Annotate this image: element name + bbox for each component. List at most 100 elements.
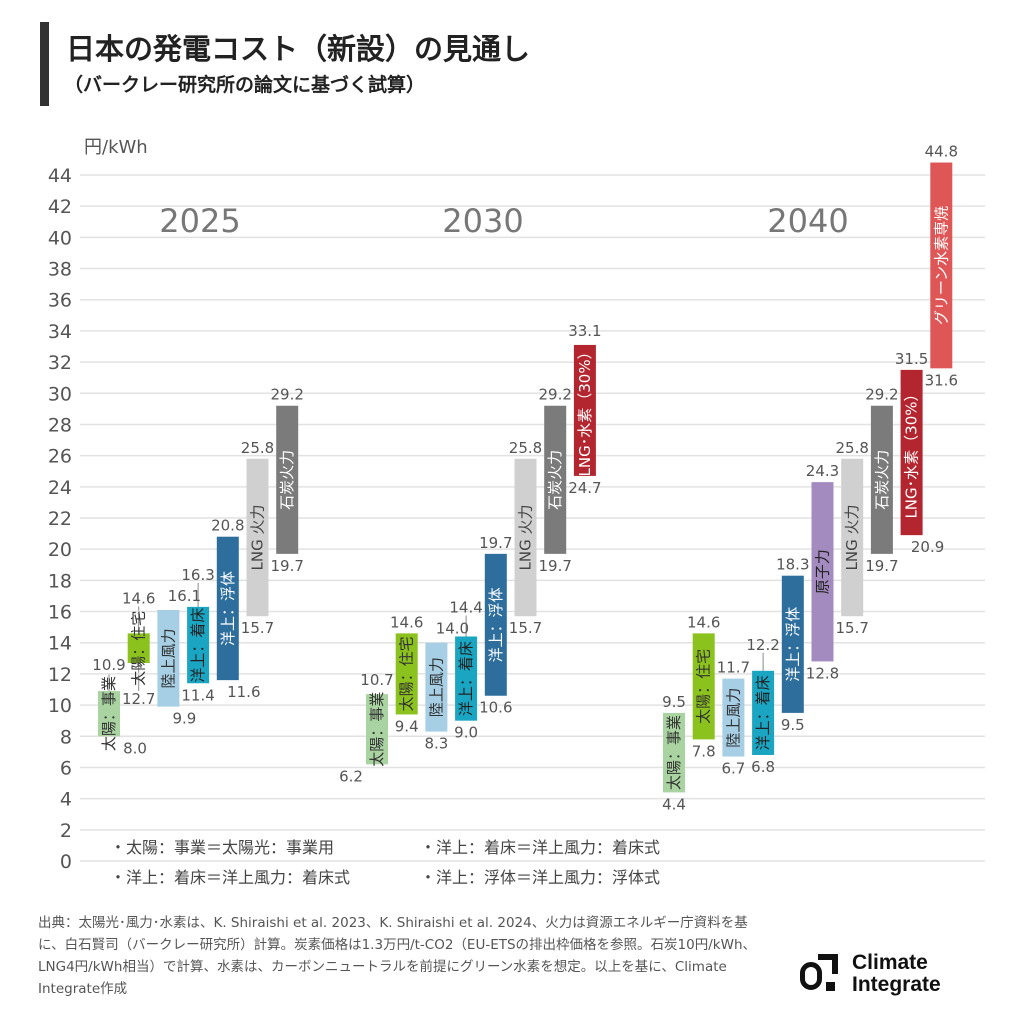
bar-label: LNG･水素（30%） xyxy=(576,344,594,476)
bar-label: 原子力 xyxy=(814,549,832,594)
y-tick-label: 34 xyxy=(48,321,72,343)
note: ・洋上：着床＝洋上風力：着床式 xyxy=(110,868,351,887)
title-accent-bar xyxy=(40,22,49,106)
high-value-label: 25.8 xyxy=(835,439,868,457)
high-value-label: 29.2 xyxy=(865,386,898,404)
low-value-label: 15.7 xyxy=(241,619,274,637)
note: ・洋上：着床＝洋上風力：着床式 xyxy=(420,838,661,857)
range-bar xyxy=(276,405,299,554)
note: ・洋上：浮体＝洋上風力：浮体式 xyxy=(420,868,661,887)
y-tick-label: 10 xyxy=(48,695,72,717)
y-tick-label: 18 xyxy=(48,570,72,592)
range-bar xyxy=(157,609,180,707)
range-bar xyxy=(366,694,388,765)
range-bar xyxy=(455,636,478,721)
low-value-label: 6.2 xyxy=(339,767,363,785)
bar-label: LNG 火力 xyxy=(843,504,861,570)
y-axis-unit: 円/kWh xyxy=(84,137,148,158)
high-value-label: 33.1 xyxy=(568,322,601,340)
y-tick-label: 32 xyxy=(48,352,72,374)
high-value-label: 29.2 xyxy=(538,386,571,404)
high-value-label: 24.3 xyxy=(806,462,839,480)
bar-label: 太陽：事業 xyxy=(100,676,118,751)
low-value-label: 15.7 xyxy=(835,619,868,637)
y-tick-label: 0 xyxy=(60,851,72,873)
low-value-label: 31.6 xyxy=(925,371,958,389)
low-value-label: 15.7 xyxy=(509,619,542,637)
bar-label: 洋上：着床 xyxy=(754,675,772,750)
year-label: 2025 xyxy=(159,202,240,240)
high-value-label: 18.3 xyxy=(776,556,809,574)
y-tick-label: 24 xyxy=(48,477,72,499)
bar-label: 太陽：事業 xyxy=(368,692,386,767)
high-value-label: 16.3 xyxy=(181,566,214,584)
bar-label: 陸上風力 xyxy=(159,628,177,688)
y-tick-label: 42 xyxy=(48,196,72,218)
range-bar xyxy=(514,458,537,617)
range-bar xyxy=(127,633,150,663)
high-value-label: 16.1 xyxy=(168,587,201,605)
range-bar xyxy=(484,553,507,696)
bar-label: 石炭火力 xyxy=(278,450,296,510)
range-bar xyxy=(573,344,596,476)
bar-label: 洋上：浮体 xyxy=(219,571,237,646)
bar-label: 太陽：住宅 xyxy=(398,636,416,711)
y-tick-label: 8 xyxy=(60,726,72,748)
y-tick-label: 4 xyxy=(60,789,72,811)
high-value-label: 14.6 xyxy=(687,613,720,631)
high-value-label: 14.6 xyxy=(122,589,155,607)
bar-label: 太陽：事業 xyxy=(665,715,683,790)
abbreviation-notes: ・太陽：事業＝太陽光：事業用 ・洋上：着床＝洋上風力：着床式 ・洋上：着床＝洋上… xyxy=(110,834,720,888)
bar-label: LNG 火力 xyxy=(517,504,535,570)
bar-label: 陸上風力 xyxy=(724,688,742,748)
low-value-label: 6.7 xyxy=(721,760,745,778)
range-bar xyxy=(663,712,685,793)
bar-label: 太陽：住宅 xyxy=(130,611,148,686)
high-value-label: 31.5 xyxy=(895,350,928,368)
note: ・太陽：事業＝太陽光：事業用 xyxy=(110,838,335,857)
logo-line1: Climate xyxy=(852,951,928,974)
low-value-label: 19.7 xyxy=(270,557,303,575)
high-value-label: 11.7 xyxy=(717,659,750,677)
low-value-label: 8.0 xyxy=(123,739,147,757)
low-value-label: 19.7 xyxy=(865,557,898,575)
bar-label: LNG･水素（30%） xyxy=(903,386,921,518)
high-value-label: 20.8 xyxy=(211,517,244,535)
range-bar xyxy=(187,606,210,684)
high-value-label: 14.0 xyxy=(436,620,469,638)
high-value-label: 9.5 xyxy=(662,693,686,711)
bar-label: 洋上：浮体 xyxy=(487,587,505,662)
bar-label: 石炭火力 xyxy=(873,450,891,510)
low-value-label: 11.4 xyxy=(181,686,214,704)
low-value-label: 4.4 xyxy=(662,795,686,813)
high-value-label: 14.6 xyxy=(390,613,423,631)
y-tick-label: 20 xyxy=(48,539,72,561)
range-bar xyxy=(216,536,239,681)
range-bar xyxy=(544,405,567,554)
range-bar xyxy=(395,633,418,715)
bar-label: グリーン水素専焼 xyxy=(932,206,950,325)
low-value-label: 9.0 xyxy=(454,724,478,742)
logo-mark-icon xyxy=(800,954,840,994)
range-bar xyxy=(246,458,269,617)
low-value-label: 9.5 xyxy=(781,716,805,734)
y-tick-label: 30 xyxy=(48,383,72,405)
range-bar xyxy=(722,678,745,757)
range-bar xyxy=(752,670,775,755)
bar-label: 洋上：着床 xyxy=(189,608,207,683)
y-tick-label: 12 xyxy=(48,664,72,686)
y-tick-label: 26 xyxy=(48,446,72,468)
range-bar xyxy=(870,405,893,554)
low-value-label: 19.7 xyxy=(538,557,571,575)
low-value-label: 12.7 xyxy=(122,690,155,708)
y-tick-label: 6 xyxy=(60,757,72,779)
chart-subtitle: （バークレー研究所の論文に基づく試算） xyxy=(64,74,426,96)
source-text: 出典：太陽光･風力･水素は、K. Shiraishi et al. 2023、K… xyxy=(38,915,756,997)
y-tick-label: 22 xyxy=(48,508,72,530)
year-label: 2040 xyxy=(767,202,848,240)
bar-label: 洋上：着床 xyxy=(457,641,475,716)
range-bar xyxy=(930,162,953,369)
high-value-label: 29.2 xyxy=(270,386,303,404)
y-tick-label: 14 xyxy=(48,633,72,655)
